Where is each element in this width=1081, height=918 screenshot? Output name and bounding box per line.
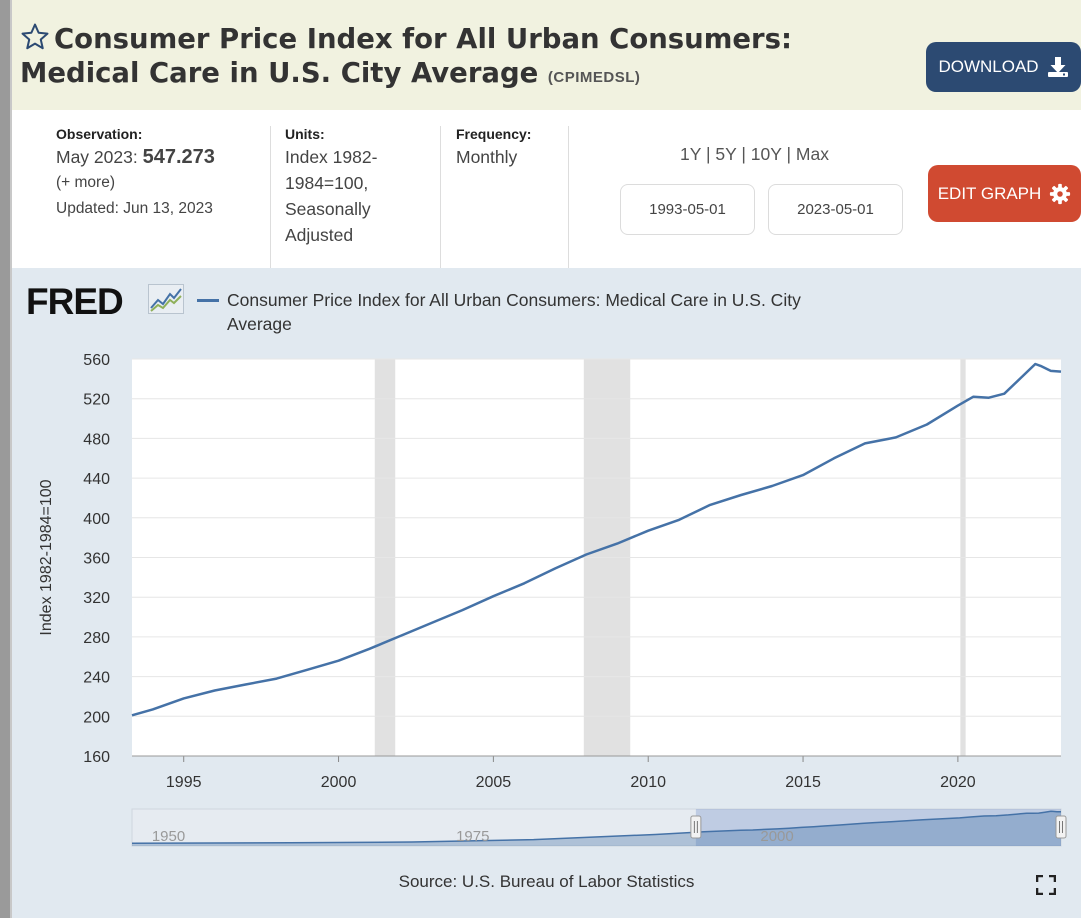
edit-graph-button[interactable]: EDIT GRAPH [928,165,1081,222]
y-tick-label: 160 [83,749,110,766]
y-tick-label: 360 [83,551,110,568]
navigator-area [132,811,1061,846]
edit-graph-label: EDIT GRAPH [937,183,1042,203]
navigator-handle[interactable] [690,815,702,839]
divider [440,126,441,268]
source-note: Source: U.S. Bureau of Labor Statistics [398,872,695,891]
left-window-edge-inner [10,0,12,918]
units-block: Units: Index 1982-1984=100, Seasonally A… [285,126,425,248]
line-chart: 160 200 240 280 320 360 400 440 480 520 560 1995 200… [38,352,1067,847]
units-value: Index 1982-1984=100, Seasonally Adjusted [285,147,378,245]
observation-label: Observation: [56,126,143,142]
series-title: Consumer Price Index for All Urban Consu… [20,23,792,89]
fred-graph-icon [148,284,184,314]
frequency-label: Frequency: [456,126,532,142]
range-selector: 1Y | 5Y | 10Y | Max [680,144,829,165]
legend-swatch [197,299,219,302]
legend-label: Consumer Price Index for All Urban Consu… [227,290,801,334]
y-tick-label: 520 [83,392,110,409]
frequency-value: Monthly [456,147,518,167]
download-icon [1047,57,1068,77]
y-tick-label: 320 [83,590,110,607]
series-meta: Observation: May 2023: 547.273 (+ more) … [12,110,1081,268]
series-id: (CPIMEDSL) [547,69,641,86]
y-axis-label: Index 1982-1984=100 [38,479,55,635]
fullscreen-icon[interactable] [1036,875,1056,895]
observation-block: Observation: May 2023: 547.273 (+ more) … [56,126,256,222]
y-tick-label: 560 [83,352,110,369]
frequency-block: Frequency: Monthly [456,126,566,170]
observation-date: May 2023: [56,147,138,167]
download-button[interactable]: DOWNLOAD [926,42,1081,92]
units-label: Units: [285,126,325,142]
range-separator: | [786,144,792,164]
fred-logo-text: FRED [26,281,124,322]
x-tick-label: 2015 [785,774,821,791]
gear-icon [1050,183,1071,204]
y-tick-label: 400 [83,511,110,528]
star-icon[interactable] [20,22,50,52]
updated-date: Updated: Jun 13, 2023 [56,200,213,217]
divider [568,126,569,268]
chart-legend: Consumer Price Index for All Urban Consu… [197,288,857,336]
range-1y[interactable]: 1Y [680,144,702,164]
fred-logo: FRED [26,281,124,323]
x-tick-label: 2010 [630,774,666,791]
x-tick-label: 2020 [940,774,976,791]
end-date-input[interactable]: 2023-05-01 [768,184,903,235]
series-header: Consumer Price Index for All Urban Consu… [12,0,1081,110]
range-5y[interactable]: 5Y [715,144,737,164]
y-tick-label: 200 [83,709,110,726]
navigator-tick-label: 2000 [760,828,793,845]
series-title-block: Consumer Price Index for All Urban Consu… [20,22,910,95]
navigator-track [131,808,1062,847]
left-window-edge [0,0,12,918]
range-separator: | [741,144,746,164]
x-tick-label: 2000 [321,774,357,791]
y-tick-label: 280 [83,630,110,647]
chart-panel: FRED Consumer Price Index for All Urban … [12,268,1081,918]
y-tick-label: 440 [83,471,110,488]
range-10y[interactable]: 10Y [750,144,782,164]
range-max[interactable]: Max [795,144,829,164]
navigator-line [131,810,1061,845]
y-tick-label: 480 [83,431,110,448]
x-tick-label: 2005 [476,774,512,791]
y-tick-label: 240 [83,670,110,687]
navigator-tick-label: 1975 [456,828,489,845]
download-label: DOWNLOAD [938,57,1039,76]
observation-value: 547.273 [142,146,215,168]
navigator-tick-label: 1950 [152,828,185,845]
range-separator: | [705,144,711,164]
divider [270,126,271,268]
more-link[interactable]: (+ more) [56,174,115,191]
x-tick-label: 1995 [166,774,202,791]
series-line [131,362,1062,717]
navigator-handle[interactable] [1055,815,1067,839]
start-date-input[interactable]: 1993-05-01 [620,184,755,235]
